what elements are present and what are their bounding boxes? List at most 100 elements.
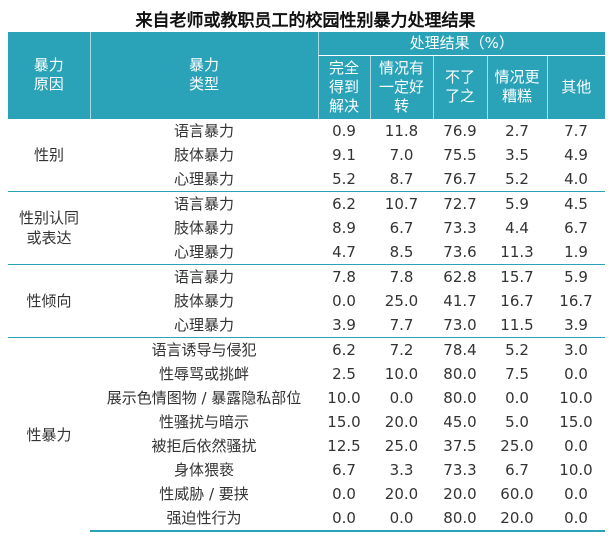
value-cell: 78.4 bbox=[433, 337, 487, 362]
header-text: 暴力类型 bbox=[189, 56, 220, 93]
value-cell: 80.0 bbox=[433, 506, 487, 532]
value-cell: 20.0 bbox=[384, 485, 419, 503]
value-cell: 12.5 bbox=[327, 437, 361, 455]
value-cell: 72.7 bbox=[433, 191, 487, 216]
type-cell: 性骚扰与暗示 bbox=[158, 413, 249, 431]
value-cell: 10.0 bbox=[559, 389, 593, 407]
value-cell: 73.6 bbox=[443, 243, 477, 261]
value-cell: 76.7 bbox=[443, 170, 477, 188]
value-cell: 1.9 bbox=[564, 243, 588, 261]
value-cell: 5.2 bbox=[332, 170, 356, 188]
value-cell: 7.7 bbox=[389, 316, 414, 334]
table-row: 性骚扰与暗示 15.0 20.0 45.0 5.0 15.0 bbox=[8, 410, 605, 434]
value-cell: 10.0 bbox=[559, 461, 593, 479]
value-cell: 6.2 bbox=[318, 337, 370, 362]
value-cell: 6.2 bbox=[318, 191, 370, 216]
table-row: 心理暴力 4.7 8.5 73.6 11.3 1.9 bbox=[8, 240, 605, 265]
value-cell: 37.5 bbox=[443, 437, 477, 455]
value-cell: 0.0 bbox=[547, 506, 605, 532]
cause-cell: 性别 bbox=[8, 118, 90, 192]
value-cell: 4.7 bbox=[332, 243, 356, 261]
cause-text: 性别 bbox=[33, 146, 64, 164]
table-row: 肢体暴力 9.1 7.0 75.5 3.5 4.9 bbox=[8, 143, 605, 167]
table-title: 来自老师或教职员工的校园性别暴力处理结果 bbox=[135, 11, 476, 31]
header-text: 不了了之 bbox=[445, 68, 476, 105]
header-cell: 暴力原因 bbox=[8, 32, 90, 119]
value-cell: 15.7 bbox=[487, 264, 547, 289]
value-cell: 15.0 bbox=[559, 413, 593, 431]
value-cell: 5.2 bbox=[505, 170, 529, 188]
header-cell: 不了了之 bbox=[432, 55, 487, 119]
value-cell: 5.0 bbox=[505, 413, 529, 431]
result-table: 暴力原因 暴力类型 处理结果（%） 完全得到解决 情况有一定好转 不了了之 情况更糟糕… bbox=[8, 32, 605, 532]
value-cell: 2.5 bbox=[332, 365, 356, 383]
value-cell: 2.7 bbox=[487, 118, 547, 143]
value-cell: 7.0 bbox=[389, 146, 414, 164]
type-cell: 肢体暴力 bbox=[173, 146, 234, 164]
type-cell: 身体猥亵 bbox=[173, 461, 234, 479]
table-row: 性别认同或表达 语言暴力 6.2 10.7 72.7 5.9 4.5 bbox=[8, 191, 605, 265]
value-cell: 0.9 bbox=[318, 118, 370, 143]
value-cell: 16.7 bbox=[559, 292, 593, 310]
type-cell: 语言诱导与侵犯 bbox=[90, 337, 318, 362]
value-cell: 20.0 bbox=[384, 413, 419, 431]
cause-text: 性暴力 bbox=[26, 425, 72, 444]
table-row: 身体猥亵 6.7 3.3 73.3 6.7 10.0 bbox=[8, 458, 605, 482]
table-row: 心理暴力 5.2 8.7 76.7 5.2 4.0 bbox=[8, 167, 605, 192]
value-cell: 0.0 bbox=[370, 506, 433, 532]
type-cell: 肢体暴力 bbox=[173, 219, 234, 237]
value-cell: 0.0 bbox=[564, 485, 588, 503]
value-cell: 4.9 bbox=[564, 146, 588, 164]
value-cell: 4.5 bbox=[547, 191, 605, 216]
value-cell: 73.3 bbox=[443, 461, 477, 479]
value-cell: 7.5 bbox=[505, 365, 529, 383]
value-cell: 5.2 bbox=[487, 337, 547, 362]
type-cell: 性威胁 / 要挟 bbox=[159, 485, 249, 503]
value-cell: 75.5 bbox=[443, 146, 477, 164]
value-cell: 73.0 bbox=[443, 316, 477, 334]
value-cell: 8.5 bbox=[389, 243, 414, 261]
value-cell: 3.9 bbox=[564, 316, 588, 334]
value-cell: 0.0 bbox=[564, 365, 588, 383]
header-cell: 情况更糟糕 bbox=[486, 55, 547, 119]
cause-cell: 性暴力 bbox=[8, 337, 90, 531]
value-cell: 8.9 bbox=[332, 219, 356, 237]
table-row: 肢体暴力 8.9 6.7 73.3 4.4 6.7 bbox=[8, 216, 605, 240]
type-cell: 展示色情图物 / 暴露隐私部位 bbox=[106, 389, 302, 407]
value-cell: 6.7 bbox=[564, 219, 588, 237]
value-cell: 7.8 bbox=[370, 264, 433, 289]
value-cell: 7.7 bbox=[547, 118, 605, 143]
value-cell: 25.0 bbox=[384, 437, 419, 455]
value-cell: 5.9 bbox=[547, 264, 605, 289]
value-cell: 25.0 bbox=[500, 437, 534, 455]
value-cell: 11.8 bbox=[370, 118, 433, 143]
cause-text: 性别认同或表达 bbox=[19, 209, 80, 247]
value-cell: 6.7 bbox=[505, 461, 529, 479]
header-cell: 暴力类型 bbox=[89, 32, 318, 119]
value-cell: 20.0 bbox=[487, 506, 547, 532]
table-row: 肢体暴力 0.0 25.0 41.7 16.7 16.7 bbox=[8, 289, 605, 313]
header-text: 情况更糟糕 bbox=[494, 68, 540, 105]
value-cell: 20.0 bbox=[443, 485, 477, 503]
value-cell: 6.7 bbox=[389, 219, 414, 237]
value-cell: 11.5 bbox=[500, 316, 534, 334]
value-cell: 0.0 bbox=[564, 437, 588, 455]
value-cell: 80.0 bbox=[443, 365, 477, 383]
value-cell: 73.3 bbox=[443, 219, 477, 237]
value-cell: 0.0 bbox=[332, 485, 356, 503]
value-cell: 0.0 bbox=[318, 506, 370, 532]
value-cell: 3.0 bbox=[547, 337, 605, 362]
header-text: 情况有一定好转 bbox=[379, 58, 425, 115]
cause-cell: 性别认同或表达 bbox=[8, 191, 90, 265]
value-cell: 0.0 bbox=[389, 389, 414, 407]
value-cell: 60.0 bbox=[500, 485, 534, 503]
type-cell: 性辱骂或挑衅 bbox=[158, 365, 249, 383]
cause-cell: 性倾向 bbox=[8, 264, 90, 338]
table-row: 性倾向 语言暴力 7.8 7.8 62.8 15.7 5.9 bbox=[8, 264, 605, 338]
value-cell: 0.0 bbox=[505, 389, 529, 407]
value-cell: 16.7 bbox=[500, 292, 534, 310]
value-cell: 80.0 bbox=[443, 389, 477, 407]
value-cell: 4.4 bbox=[505, 219, 529, 237]
value-cell: 8.7 bbox=[389, 170, 414, 188]
